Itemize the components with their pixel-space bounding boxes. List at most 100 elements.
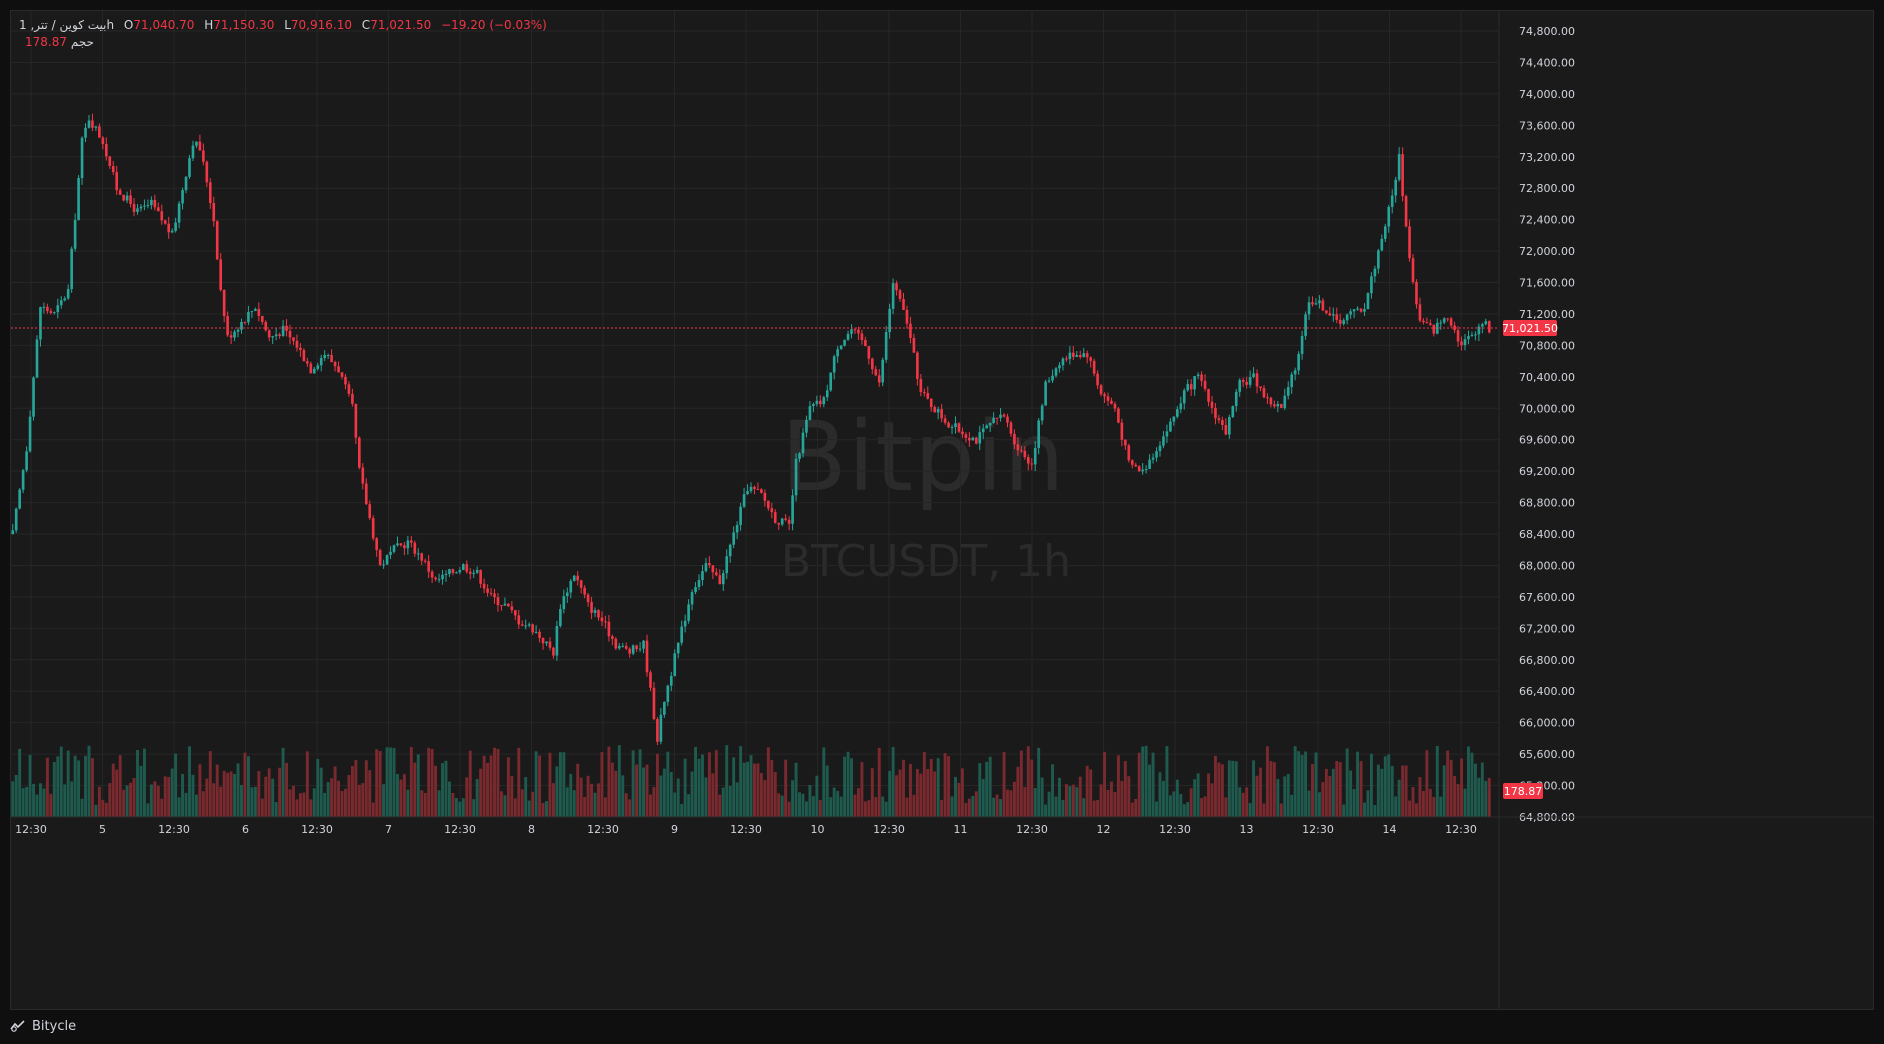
candle-body[interactable] [541,638,545,644]
candle-body[interactable] [950,427,954,429]
candle-body[interactable] [874,369,878,376]
candle-body[interactable] [687,604,690,621]
chart-pane[interactable]: Bitpin BTCUSDT, 1h 74,800.00 74,400.00 74,… [10,10,1874,1010]
candle-body[interactable] [1255,373,1259,387]
candle-body[interactable] [555,625,559,656]
candle-body[interactable] [146,205,150,207]
candle-body[interactable] [1009,422,1013,434]
candle-body[interactable] [389,551,392,555]
candle-body[interactable] [226,316,229,336]
candle-body[interactable] [697,580,701,588]
candle-body[interactable] [503,603,507,606]
candle-body[interactable] [701,571,704,581]
legend-symbol[interactable]: بیت کوین / تتر, 1h [19,18,115,32]
candle-body[interactable] [1227,417,1231,435]
candle-body[interactable] [1442,318,1446,323]
candle-body[interactable] [590,602,593,613]
candle-body[interactable] [202,150,205,162]
candle-body[interactable] [992,417,995,423]
candle-body[interactable] [652,687,656,720]
candle-body[interactable] [98,126,101,138]
candle-body[interactable] [1169,421,1172,432]
candle-body[interactable] [416,553,420,555]
candle-body[interactable] [1262,388,1266,398]
candle-body[interactable] [531,624,534,633]
candle-body[interactable] [1221,420,1224,426]
candle-body[interactable] [1224,425,1228,435]
candle-body[interactable] [562,596,566,610]
candle-body[interactable] [1030,463,1034,465]
candle-body[interactable] [73,220,77,249]
candle-body[interactable] [607,621,611,637]
candle-body[interactable] [118,190,122,195]
candle-body[interactable] [683,620,687,627]
candle-body[interactable] [337,366,340,373]
candle-body[interactable] [586,594,590,603]
candle-body[interactable] [1026,457,1030,464]
candle-body[interactable] [430,571,434,578]
candle-body[interactable] [676,642,680,654]
candle-body[interactable] [309,363,313,374]
candle-body[interactable] [222,290,226,317]
legend-volume-label[interactable]: حجم [70,35,94,49]
candle-body[interactable] [520,624,524,626]
candle-body[interactable] [486,588,489,593]
candle-body[interactable] [815,400,819,405]
candle-body[interactable] [1408,226,1411,259]
candle-body[interactable] [881,359,885,383]
candle-body[interactable] [853,329,857,331]
candle-body[interactable] [770,508,774,513]
candle-body[interactable] [413,542,417,554]
candle-body[interactable] [513,610,517,616]
candle-body[interactable] [1075,355,1079,357]
candle-body[interactable] [1394,179,1398,196]
candle-body[interactable] [1085,353,1089,358]
candle-body[interactable] [957,423,961,432]
candle-body[interactable] [1065,358,1068,360]
candle-body[interactable] [368,504,372,519]
candle-body[interactable] [645,640,649,673]
candle-body[interactable] [1040,405,1044,421]
candle-body[interactable] [1429,323,1432,325]
candle-body[interactable] [593,610,597,613]
candle-body[interactable] [1002,414,1006,417]
candle-body[interactable] [156,207,160,212]
candle-body[interactable] [718,575,722,585]
candle-body[interactable] [656,719,659,742]
candle-body[interactable] [1189,384,1193,390]
candle-body[interactable] [1092,360,1096,374]
candle-body[interactable] [392,545,396,552]
candle-body[interactable] [1487,321,1491,333]
candle-body[interactable] [312,368,316,374]
candle-body[interactable] [725,556,729,574]
candle-body[interactable] [468,571,472,574]
candle-body[interactable] [1349,311,1352,315]
candle-body[interactable] [891,283,895,309]
candle-body[interactable] [25,451,28,471]
candle-body[interactable] [1331,314,1335,316]
candle-body[interactable] [77,178,80,221]
candle-body[interactable] [1293,370,1297,375]
candle-body[interactable] [420,553,424,561]
candle-body[interactable] [1245,381,1248,385]
candle-body[interactable] [805,419,808,433]
candle-body[interactable] [1151,457,1155,460]
candle-body[interactable] [1373,268,1377,277]
candle-body[interactable] [236,329,240,332]
candle-body[interactable] [1214,407,1217,419]
candle-body[interactable] [1484,321,1488,325]
candle-body[interactable] [205,161,209,183]
candlestick-chart[interactable]: 74,800.00 74,400.00 74,000.00 73,600.00 73,2… [11,11,1874,1010]
candle-body[interactable] [1432,324,1436,334]
candle-body[interactable] [254,308,257,312]
candle-body[interactable] [281,325,285,336]
candle-body[interactable] [600,617,604,622]
candle-body[interactable] [673,653,677,676]
candle-body[interactable] [777,522,781,525]
candle-body[interactable] [1363,309,1366,312]
candle-body[interactable] [763,492,767,501]
candle-body[interactable] [843,339,846,346]
candle-body[interactable] [46,306,49,312]
candle-body[interactable] [1318,300,1321,304]
candle-body[interactable] [1186,384,1190,391]
